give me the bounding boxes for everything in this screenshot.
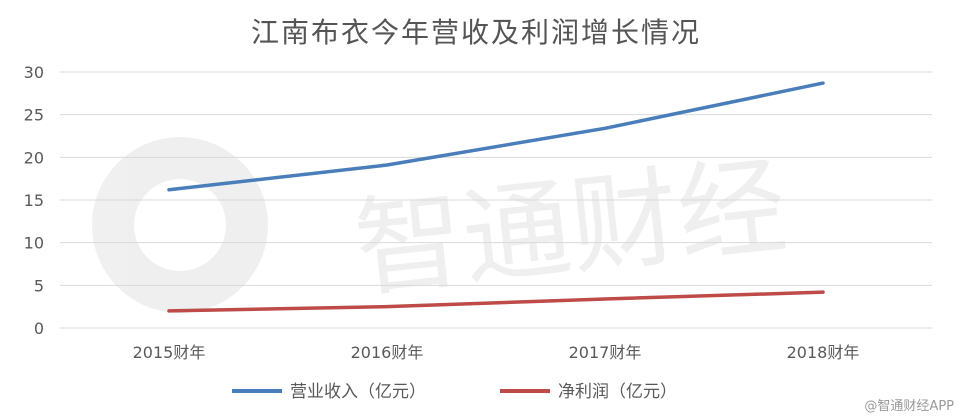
x-tick-label-3: 2018财年 <box>787 343 860 362</box>
legend-label-1: 净利润（亿元） <box>558 382 677 402</box>
gridlines <box>60 71 932 329</box>
data-point-1-0 <box>167 309 171 313</box>
y-tick-label-5: 5 <box>34 276 44 295</box>
y-tick-label-15: 15 <box>24 191 44 210</box>
y-tick-label-25: 25 <box>24 106 44 125</box>
watermark-text: 智通财经 <box>349 144 792 313</box>
data-point-0-1 <box>385 163 389 167</box>
chart-title: 江南布衣今年营收及利润增长情况 <box>251 16 701 49</box>
x-tick-label-0: 2015财年 <box>133 343 206 362</box>
data-point-0-2 <box>603 126 607 130</box>
data-point-0-0 <box>167 188 171 192</box>
series-line-0 <box>167 81 825 192</box>
y-tick-label-20: 20 <box>24 148 44 167</box>
source-credit: @智通财经APP <box>864 399 954 414</box>
data-point-1-1 <box>385 305 389 309</box>
y-tick-label-10: 10 <box>24 234 44 253</box>
y-axis-ticks: 0 5 10 15 20 25 30 <box>24 63 44 338</box>
y-tick-label-0: 0 <box>34 319 44 338</box>
y-tick-label-30: 30 <box>24 63 44 82</box>
x-tick-label-1: 2016财年 <box>351 343 424 362</box>
data-point-1-3 <box>821 290 825 294</box>
watermark-logo: 智通财经 <box>92 137 792 313</box>
legend: 营业收入（亿元） 净利润（亿元） <box>232 382 677 402</box>
series-line-1 <box>167 290 825 313</box>
data-point-0-3 <box>821 81 825 85</box>
x-tick-label-2: 2017财年 <box>569 343 642 362</box>
legend-label-0: 营业收入（亿元） <box>290 382 426 402</box>
series-lines <box>167 81 825 313</box>
x-axis-ticks: 2015财年 2016财年 2017财年 2018财年 <box>133 343 860 362</box>
data-point-1-2 <box>603 297 607 301</box>
